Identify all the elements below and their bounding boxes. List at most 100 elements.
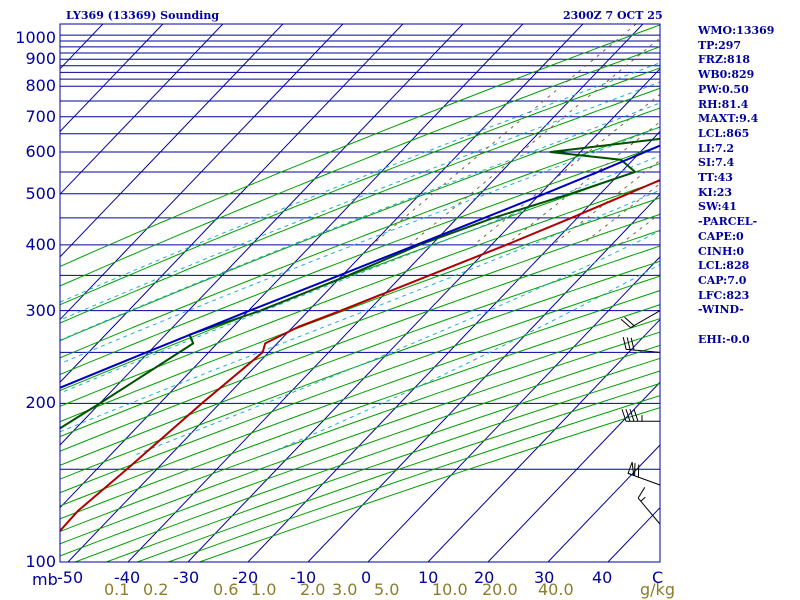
temperature-tick-label: 0: [361, 568, 372, 587]
isotherm--100: [60, 24, 284, 258]
temperature-tick-label: 10: [418, 568, 439, 587]
isotherm-0: [367, 256, 660, 562]
wind-barb-flag: [621, 409, 627, 422]
parcel-trace: [60, 144, 660, 389]
temperature-tick-label: 20: [474, 568, 495, 587]
wind-barb: [620, 310, 661, 329]
isotherm--70: [60, 24, 464, 446]
temperature-tick-label: -40: [114, 568, 141, 587]
dry-adiabat-20: [60, 145, 660, 376]
dry-adiabat--20: [60, 67, 660, 306]
wind-barb-flag: [637, 487, 646, 499]
index-value: LCL:865: [698, 126, 750, 140]
wind-barb-flag: [620, 318, 631, 329]
isotherm--90: [60, 24, 344, 321]
index-value: FRZ:818: [698, 53, 751, 67]
dry-adiabat-lines: [60, 24, 660, 562]
mixing-ratio-tick-label: 2.0: [300, 580, 326, 599]
mixing-ratio-lines: [371, 24, 660, 246]
temperature-tick-label: -30: [173, 568, 200, 587]
temperature-trace: [60, 178, 660, 533]
dry-adiabat-80: [60, 245, 660, 466]
wind-barb-flag: [630, 337, 635, 351]
index-value: -PARCEL-: [698, 215, 758, 229]
indices-panel: WMO:13369 TP:297 FRZ:818 WB0:829 PW:0.50 RH:8…: [698, 24, 798, 347]
temperature-tick-label: C: [652, 568, 664, 587]
pressure-tick-label: 1000: [15, 28, 56, 48]
pressure-tick-label: 900: [25, 49, 56, 69]
index-value: LFC:823: [698, 288, 750, 302]
pressure-tick-label: 600: [25, 142, 56, 162]
mixing-ratio-tick-label: 3.0: [332, 580, 358, 599]
isotherm-lines: [0, 24, 660, 562]
moist-adiabat-20: [60, 189, 660, 433]
index-value: LI:7.2: [698, 141, 735, 155]
isotherm--30: [187, 68, 660, 562]
dry-adiabat--10: [60, 87, 660, 324]
index-value: SW:41: [698, 200, 737, 214]
wind-barb: [622, 336, 661, 353]
wind-barb: [637, 487, 661, 525]
pressure-tick-label: 100: [25, 552, 56, 571]
isobar-lines: [60, 34, 660, 470]
dry-adiabat-140: [60, 331, 660, 545]
isotherm--110: [60, 24, 224, 195]
pressure-tick-label: 500: [25, 183, 56, 203]
dry-adiabat-120: [60, 304, 660, 520]
pressure-tick-label: 800: [25, 76, 56, 96]
station-title: LY369 (13369) Sounding: [66, 9, 220, 22]
dry-adiabat-10: [60, 126, 660, 359]
pressure-tick-label: 200: [25, 393, 56, 413]
wind-barbs: [620, 310, 661, 525]
wind-barb-flag: [625, 409, 631, 422]
dry-adiabat-60: [60, 213, 660, 438]
wind-barb-flag: [624, 316, 635, 327]
dry-adiabat-90: [60, 260, 660, 480]
isotherm--140: [0, 24, 43, 562]
dry-adiabat-100: [60, 275, 660, 494]
dry-adiabat--30: [60, 46, 660, 287]
dry-adiabat-70: [60, 229, 660, 452]
index-value: MAXT:9.4: [698, 112, 759, 126]
moist-adiabat-lines: [60, 62, 660, 455]
temperature-tick-label: 30: [534, 568, 555, 587]
dry-adiabat-110: [60, 290, 660, 507]
index-value: -WIND-: [698, 303, 744, 317]
isotherm--60: [60, 24, 524, 509]
isotherm--80: [60, 24, 404, 383]
wind-barb-flag: [629, 409, 635, 422]
valid-time: 2300Z 7 OCT 25: [563, 9, 663, 22]
dry-adiabat-40: [60, 180, 660, 407]
temperature-tick-label: 40: [592, 568, 613, 587]
index-value: CAP:7.0: [698, 273, 747, 287]
mixing-ratio-tick-label: 0.6: [213, 580, 239, 599]
plot-area: [0, 23, 661, 563]
index-value: WMO:13369: [698, 24, 775, 37]
moist-adiabat-4: [60, 126, 660, 365]
dry-adiabat-50: [60, 197, 660, 423]
moist-adiabat--12: [60, 81, 660, 321]
dry-adiabat-0: [60, 107, 660, 342]
pressure-tick-label: 300: [25, 300, 56, 320]
index-value: CINH:0: [698, 244, 745, 258]
wind-barb-half-flag: [640, 496, 646, 502]
mixing-ratio-tick-label: 5.0: [374, 580, 400, 599]
index-value: RH:81.4: [698, 97, 749, 111]
pressure-tick-label: 700: [25, 106, 56, 126]
index-value: TP:297: [698, 38, 742, 52]
moist-adiabat--20: [60, 62, 660, 303]
mixing-ratio-line-0.2: [409, 37, 660, 246]
index-value: LCL:828: [698, 259, 750, 273]
dry-adiabat-30: [60, 162, 660, 392]
wind-barb: [627, 461, 661, 486]
wind-barb-staff: [637, 497, 661, 525]
dewpoint-trace: [60, 137, 660, 430]
moist-adiabat--4: [60, 102, 660, 341]
temperature-tick-label: -50: [57, 568, 84, 587]
temperature-tick-label: -10: [290, 568, 317, 587]
mixing-ratio-tick-label: 40.0: [538, 580, 574, 599]
index-value: KI:23: [698, 185, 733, 199]
sounding-traces: [60, 137, 660, 533]
isotherm-10: [427, 318, 660, 562]
